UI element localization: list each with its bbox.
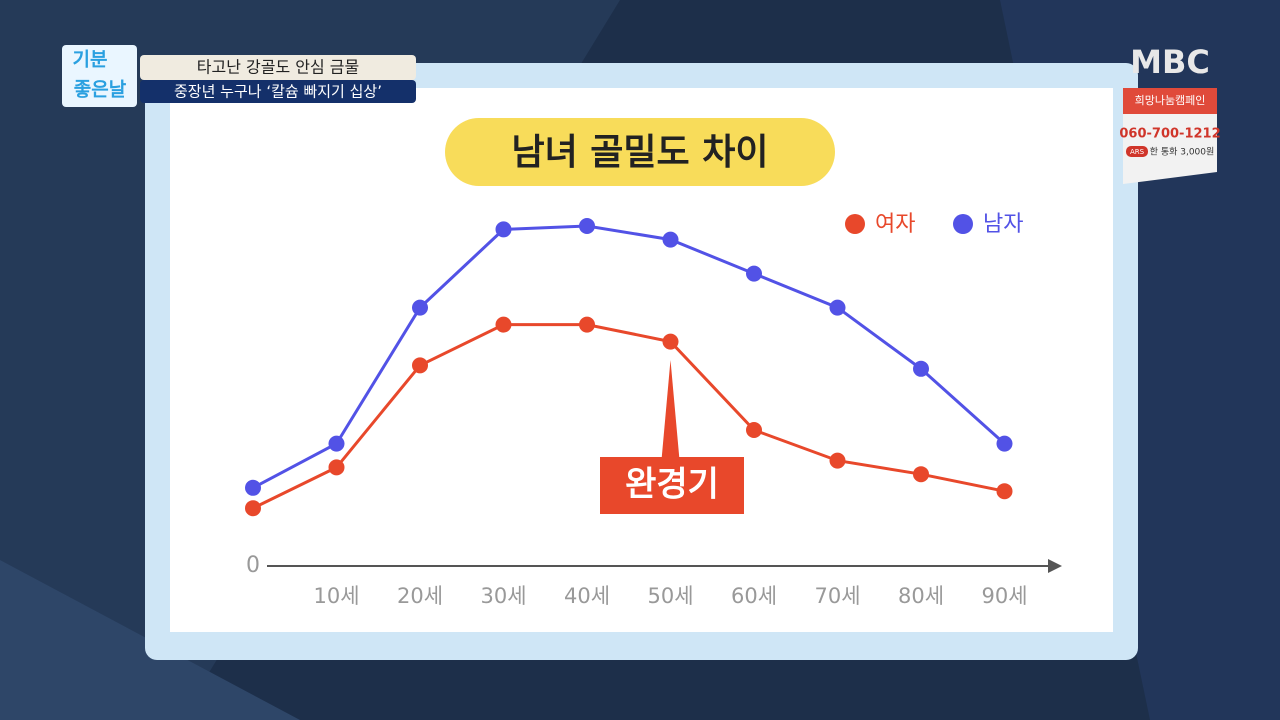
data-point [996, 435, 1013, 452]
data-point [495, 316, 512, 333]
data-point [245, 479, 261, 496]
series-line [252, 224, 1006, 490]
data-point [746, 265, 762, 282]
campaign-title: 희망나눔캠페인 [1135, 94, 1206, 107]
caption-box [140, 55, 416, 80]
x-tick-label: 60세 [731, 584, 777, 608]
logo: 기분 [73, 49, 108, 71]
logo: 좋은날 [74, 79, 127, 101]
x-tick-label: 40세 [564, 584, 610, 608]
campaign-price: 한 통화 3,000원 [1150, 147, 1215, 158]
data-point [662, 333, 679, 350]
campaign-phone: 060-700-1212 [1119, 127, 1220, 142]
data-point [579, 218, 595, 234]
annotation: 완경기 [625, 465, 719, 505]
y-tick-label: 0 [246, 553, 260, 578]
x-tick-label: 90세 [981, 584, 1027, 608]
data-point [412, 357, 428, 374]
ars-badge [1126, 146, 1148, 157]
x-tick-label: 30세 [480, 584, 526, 608]
series-line [252, 323, 1005, 510]
data-point [913, 360, 929, 377]
data-point [328, 435, 345, 452]
x-tick-label: 80세 [898, 584, 944, 608]
data-point [829, 452, 846, 469]
data-point [662, 231, 679, 248]
annotation-box [600, 457, 744, 514]
title-pill [445, 118, 835, 186]
data-point [913, 466, 929, 483]
chart-title: 남녀 골밀도 차이 [512, 132, 769, 173]
legend-marker [953, 214, 973, 234]
data-point [579, 316, 595, 333]
data-point [245, 500, 261, 517]
campaign-header [1123, 88, 1217, 114]
data-point [328, 459, 345, 476]
logo-box [62, 45, 137, 107]
data-point [996, 483, 1013, 500]
data-point [412, 299, 428, 316]
x-tick-label: 50세 [647, 584, 693, 608]
x-tick-label: 70세 [814, 584, 860, 608]
caption: 중장년 누구나 ‘칼슘 빠지기 십상’ [174, 83, 382, 101]
x-tick-label: 20세 [397, 584, 443, 608]
legend-marker [845, 214, 865, 234]
data-point [829, 299, 846, 316]
axis-arrow [1048, 559, 1062, 573]
data-point [495, 221, 512, 238]
broadcaster-logo: MBC [1130, 43, 1210, 81]
ars: ARS [1130, 148, 1145, 156]
data-point [746, 422, 762, 438]
x-tick-label: 10세 [313, 584, 359, 608]
annotation-pointer [661, 360, 680, 460]
legend-label: 남자 [983, 212, 1023, 237]
caption-box [140, 80, 416, 103]
legend-label: 여자 [875, 212, 915, 237]
caption: 타고난 강골도 안심 금물 [197, 58, 359, 77]
